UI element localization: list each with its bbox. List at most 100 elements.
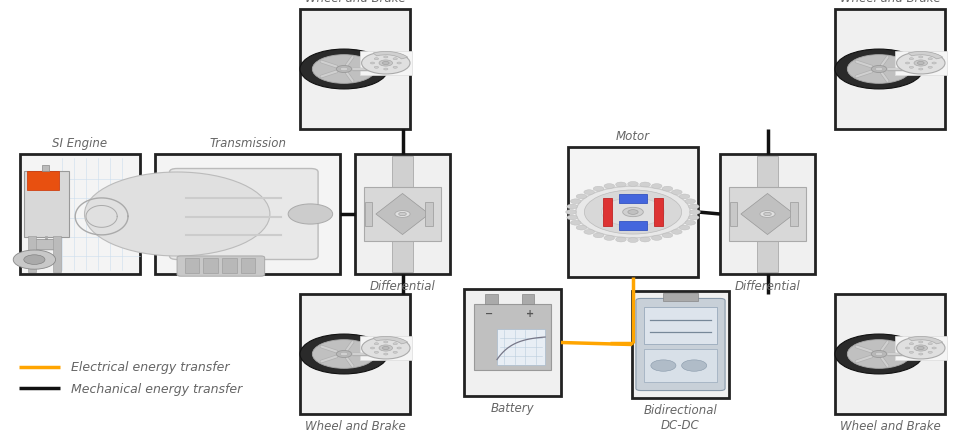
Circle shape <box>576 187 690 238</box>
FancyBboxPatch shape <box>486 295 497 304</box>
Circle shape <box>371 63 374 65</box>
FancyBboxPatch shape <box>720 155 815 274</box>
Wedge shape <box>373 337 408 344</box>
Circle shape <box>628 210 638 215</box>
Circle shape <box>384 341 388 343</box>
Circle shape <box>576 194 587 199</box>
Circle shape <box>672 190 683 195</box>
Circle shape <box>905 63 910 65</box>
Circle shape <box>932 63 936 65</box>
FancyBboxPatch shape <box>392 157 413 272</box>
Circle shape <box>584 190 594 195</box>
Circle shape <box>565 210 576 215</box>
Circle shape <box>398 213 406 216</box>
FancyBboxPatch shape <box>618 195 647 204</box>
Circle shape <box>374 343 378 345</box>
Circle shape <box>567 205 578 210</box>
Circle shape <box>384 57 388 59</box>
FancyBboxPatch shape <box>155 155 340 274</box>
FancyBboxPatch shape <box>184 258 200 273</box>
Circle shape <box>652 184 662 189</box>
Circle shape <box>639 237 650 242</box>
FancyBboxPatch shape <box>28 237 36 272</box>
Circle shape <box>905 347 910 349</box>
FancyBboxPatch shape <box>360 52 412 76</box>
Circle shape <box>909 352 914 353</box>
Circle shape <box>835 334 923 374</box>
Circle shape <box>384 353 388 355</box>
FancyBboxPatch shape <box>170 169 318 260</box>
Text: Bidirectional
DC-DC: Bidirectional DC-DC <box>643 403 717 431</box>
Circle shape <box>602 198 664 227</box>
Circle shape <box>371 347 374 349</box>
Circle shape <box>396 347 401 349</box>
Circle shape <box>395 211 410 218</box>
FancyBboxPatch shape <box>300 10 410 130</box>
Circle shape <box>379 345 393 351</box>
FancyBboxPatch shape <box>33 240 60 250</box>
Circle shape <box>652 236 662 241</box>
Circle shape <box>84 173 270 256</box>
Circle shape <box>393 352 397 353</box>
Circle shape <box>362 53 410 75</box>
Text: Wheel and Brake: Wheel and Brake <box>304 419 405 432</box>
Text: Motor: Motor <box>616 129 650 142</box>
FancyBboxPatch shape <box>473 304 551 371</box>
FancyBboxPatch shape <box>355 155 450 274</box>
FancyBboxPatch shape <box>895 52 947 76</box>
FancyBboxPatch shape <box>729 187 806 241</box>
Circle shape <box>312 56 375 84</box>
Circle shape <box>604 184 614 189</box>
Circle shape <box>593 187 604 191</box>
Text: Electrical energy transfer: Electrical energy transfer <box>71 360 229 373</box>
Circle shape <box>760 211 775 218</box>
FancyBboxPatch shape <box>365 203 372 227</box>
Circle shape <box>685 221 696 226</box>
FancyBboxPatch shape <box>632 291 729 398</box>
FancyBboxPatch shape <box>53 237 61 272</box>
FancyBboxPatch shape <box>757 157 778 272</box>
Circle shape <box>639 183 650 187</box>
FancyBboxPatch shape <box>300 294 410 414</box>
FancyBboxPatch shape <box>497 329 545 365</box>
Circle shape <box>689 210 700 215</box>
Text: Differential: Differential <box>734 279 801 293</box>
FancyBboxPatch shape <box>730 203 737 227</box>
Text: Wheel and Brake: Wheel and Brake <box>840 419 941 432</box>
FancyBboxPatch shape <box>568 148 698 277</box>
Circle shape <box>584 230 594 235</box>
Text: Mechanical energy transfer: Mechanical energy transfer <box>71 382 242 395</box>
Circle shape <box>914 345 927 351</box>
FancyBboxPatch shape <box>464 289 561 396</box>
FancyBboxPatch shape <box>364 187 442 241</box>
Circle shape <box>688 216 699 220</box>
FancyBboxPatch shape <box>644 307 716 344</box>
Circle shape <box>897 337 945 359</box>
Circle shape <box>567 216 578 220</box>
Circle shape <box>312 340 375 368</box>
Circle shape <box>914 61 927 67</box>
Circle shape <box>615 237 626 242</box>
Circle shape <box>615 183 626 187</box>
Circle shape <box>393 67 397 69</box>
Circle shape <box>24 255 45 265</box>
Text: Transmission: Transmission <box>209 136 286 149</box>
Circle shape <box>384 69 388 71</box>
Circle shape <box>336 351 351 358</box>
FancyBboxPatch shape <box>644 349 716 382</box>
FancyBboxPatch shape <box>425 203 433 227</box>
Circle shape <box>662 187 673 191</box>
Text: SI Engine: SI Engine <box>53 136 108 149</box>
Circle shape <box>651 360 676 372</box>
Circle shape <box>672 230 683 235</box>
Polygon shape <box>376 194 429 235</box>
Circle shape <box>13 250 56 270</box>
Circle shape <box>764 213 771 216</box>
Circle shape <box>374 67 378 69</box>
Circle shape <box>288 204 333 224</box>
Circle shape <box>680 226 690 230</box>
Circle shape <box>393 59 397 61</box>
Circle shape <box>662 233 673 238</box>
Circle shape <box>374 352 378 353</box>
Circle shape <box>928 67 932 69</box>
